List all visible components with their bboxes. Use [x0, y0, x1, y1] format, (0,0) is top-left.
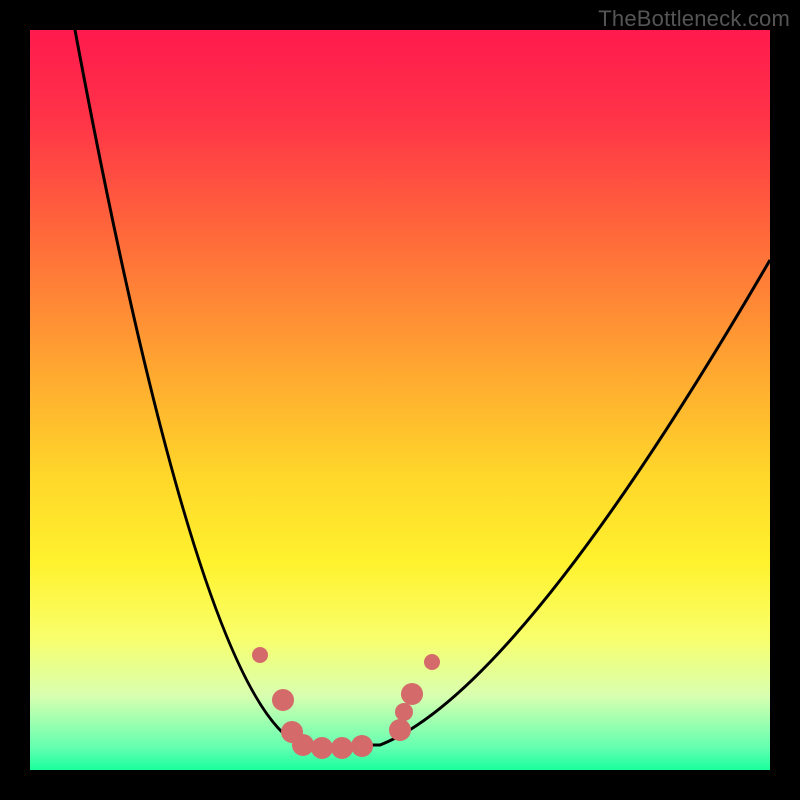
- gradient-background: [30, 30, 770, 770]
- watermark-text: TheBottleneck.com: [598, 6, 790, 32]
- chart-root: TheBottleneck.com: [0, 0, 800, 800]
